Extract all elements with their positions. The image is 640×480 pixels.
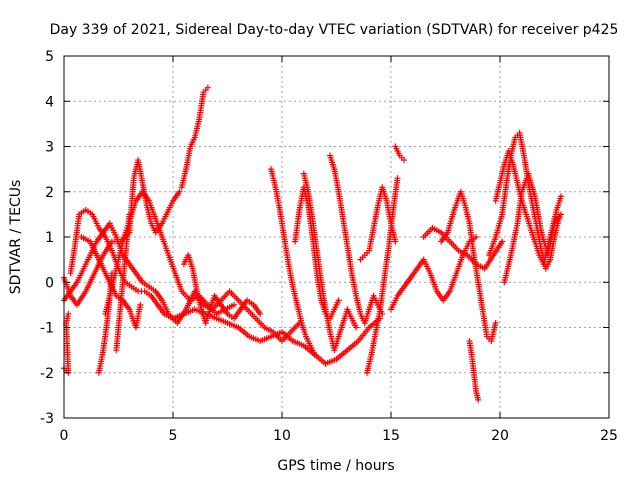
chart-title: Day 339 of 2021, Sidereal Day-to-day VTE… (50, 22, 619, 38)
x-tick-label: 10 (273, 428, 291, 444)
data-point (401, 157, 408, 164)
x-tick-label: 0 (60, 428, 69, 444)
y-axis-label: SDTVAR / TECUs (8, 180, 24, 295)
y-tick-label: 3 (45, 140, 54, 156)
data-point (335, 297, 342, 304)
x-tick-label: 15 (382, 428, 400, 444)
y-tick-label: 1 (45, 230, 54, 246)
data-point (492, 319, 499, 326)
data-point (231, 301, 238, 308)
data-point (176, 188, 183, 195)
data-point (311, 351, 318, 358)
x-tick-label: 5 (169, 428, 178, 444)
y-tick-label: -1 (40, 321, 54, 337)
data-point (353, 324, 360, 331)
y-tick-label: 5 (45, 49, 54, 65)
data-point (65, 310, 72, 317)
y-tick-label: -2 (40, 366, 54, 382)
y-tick-label: 0 (45, 275, 54, 291)
x-tick-label: 20 (491, 428, 509, 444)
data-point (475, 396, 482, 403)
x-tick-label: 25 (600, 428, 618, 444)
data-point (257, 310, 264, 317)
y-tick-label: 2 (45, 185, 54, 201)
data-point (394, 175, 401, 182)
x-axis-label: GPS time / hours (277, 458, 394, 474)
data-marks (61, 84, 565, 403)
data-point (558, 193, 565, 200)
axis-ticks: 0 5 10 15 20 25 -3 -2 -1 0 1 2 3 4 5 (40, 49, 618, 444)
data-point (558, 211, 565, 218)
data-point (137, 301, 144, 308)
y-tick-label: -3 (40, 411, 54, 427)
y-tick-label: 4 (45, 94, 54, 110)
data-point (392, 238, 399, 245)
data-point (499, 238, 506, 245)
data-point (204, 84, 211, 91)
grid-lines (64, 56, 609, 418)
